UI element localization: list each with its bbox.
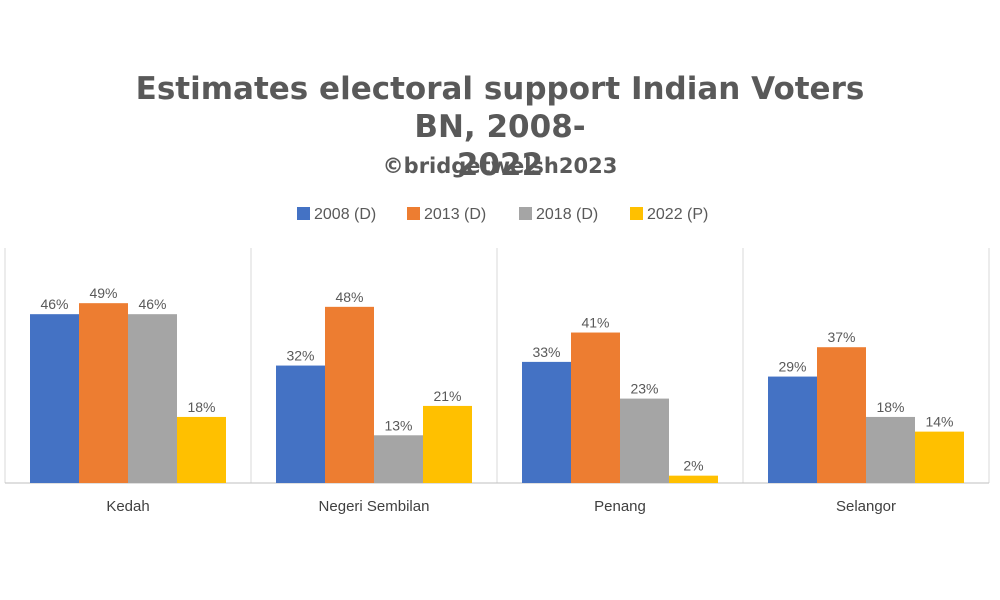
legend-swatch-2008-d bbox=[297, 207, 310, 220]
data-label-selangor-2013-d: 37% bbox=[827, 329, 855, 345]
bar-kedah-2013-d bbox=[79, 303, 128, 483]
data-label-penang-2018-d: 23% bbox=[630, 381, 658, 397]
bar-negeri-sembilan-2013-d bbox=[325, 306, 374, 483]
data-label-negeri-sembilan-2022-p: 21% bbox=[433, 388, 461, 404]
data-label-kedah-2018-d: 46% bbox=[138, 296, 166, 312]
legend-label-2013-d: 2013 (D) bbox=[424, 206, 486, 223]
data-label-penang-2008-d: 33% bbox=[532, 344, 560, 360]
data-label-penang-2022-p: 2% bbox=[683, 458, 703, 474]
bar-negeri-sembilan-2022-p bbox=[423, 405, 472, 483]
bar-kedah-2008-d bbox=[30, 314, 79, 483]
data-label-kedah-2008-d: 46% bbox=[40, 296, 68, 312]
data-label-selangor-2008-d: 29% bbox=[778, 359, 806, 375]
data-labels: 46% 49% 46% 18% 32% 48% 13% 21% 33% 41% 23% 2% 29% 37… bbox=[40, 285, 953, 473]
bar-negeri-sembilan-2018-d bbox=[374, 435, 423, 483]
data-label-negeri-sembilan-2013-d: 48% bbox=[335, 289, 363, 305]
chart-title-line-2: 2022 bbox=[456, 147, 544, 183]
legend-swatch-2022-p bbox=[630, 207, 643, 220]
chart-subtitle: ©bridgetwelsh2023 bbox=[382, 154, 618, 178]
chart-title: Estimates electoral support Indian Voter… bbox=[100, 70, 900, 184]
bar-negeri-sembilan-2008-d bbox=[276, 365, 325, 483]
bar-selangor-2008-d bbox=[768, 376, 817, 483]
bars bbox=[30, 303, 964, 483]
category-label-negeri-sembilan: Negeri Sembilan bbox=[319, 498, 430, 515]
bar-penang-2013-d bbox=[571, 332, 620, 483]
legend-swatch-2018-d bbox=[519, 207, 532, 220]
bar-penang-2018-d bbox=[620, 398, 669, 483]
data-label-penang-2013-d: 41% bbox=[581, 315, 609, 331]
bar-selangor-2022-p bbox=[915, 431, 964, 483]
data-label-selangor-2018-d: 18% bbox=[876, 399, 904, 415]
data-label-kedah-2022-p: 18% bbox=[187, 399, 215, 415]
data-label-kedah-2013-d: 49% bbox=[89, 285, 117, 301]
bar-selangor-2013-d bbox=[817, 347, 866, 483]
bar-penang-2022-p bbox=[669, 475, 718, 483]
legend-label-2022-p: 2022 (P) bbox=[647, 206, 708, 223]
category-labels: Kedah Negeri Sembilan Penang Selangor bbox=[106, 498, 896, 515]
bar-kedah-2018-d bbox=[128, 314, 177, 483]
category-label-selangor: Selangor bbox=[836, 498, 896, 515]
bar-penang-2008-d bbox=[522, 361, 571, 483]
category-label-kedah: Kedah bbox=[106, 498, 149, 515]
data-label-negeri-sembilan-2008-d: 32% bbox=[286, 348, 314, 364]
legend-label-2018-d: 2018 (D) bbox=[536, 206, 598, 223]
chart-title-line-1: Estimates electoral support Indian Voter… bbox=[135, 71, 865, 145]
bar-kedah-2022-p bbox=[177, 416, 226, 483]
data-label-selangor-2022-p: 14% bbox=[925, 414, 953, 430]
legend-label-2008-d: 2008 (D) bbox=[314, 206, 376, 223]
bar-selangor-2018-d bbox=[866, 416, 915, 483]
legend: 2008 (D) 2013 (D) 2018 (D) 2022 (P) bbox=[297, 206, 708, 223]
category-label-penang: Penang bbox=[594, 498, 646, 515]
data-label-negeri-sembilan-2018-d: 13% bbox=[384, 417, 412, 433]
legend-swatch-2013-d bbox=[407, 207, 420, 220]
